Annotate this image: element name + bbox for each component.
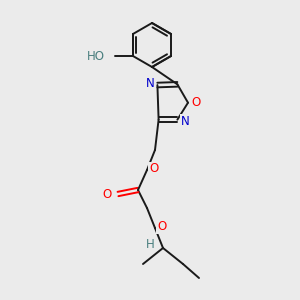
Text: O: O (158, 220, 166, 233)
Text: O: O (191, 96, 201, 109)
Text: H: H (146, 238, 154, 251)
Text: O: O (103, 188, 112, 202)
Text: HO: HO (87, 50, 105, 62)
Text: N: N (146, 76, 155, 89)
Text: O: O (149, 163, 159, 176)
Text: N: N (181, 115, 190, 128)
